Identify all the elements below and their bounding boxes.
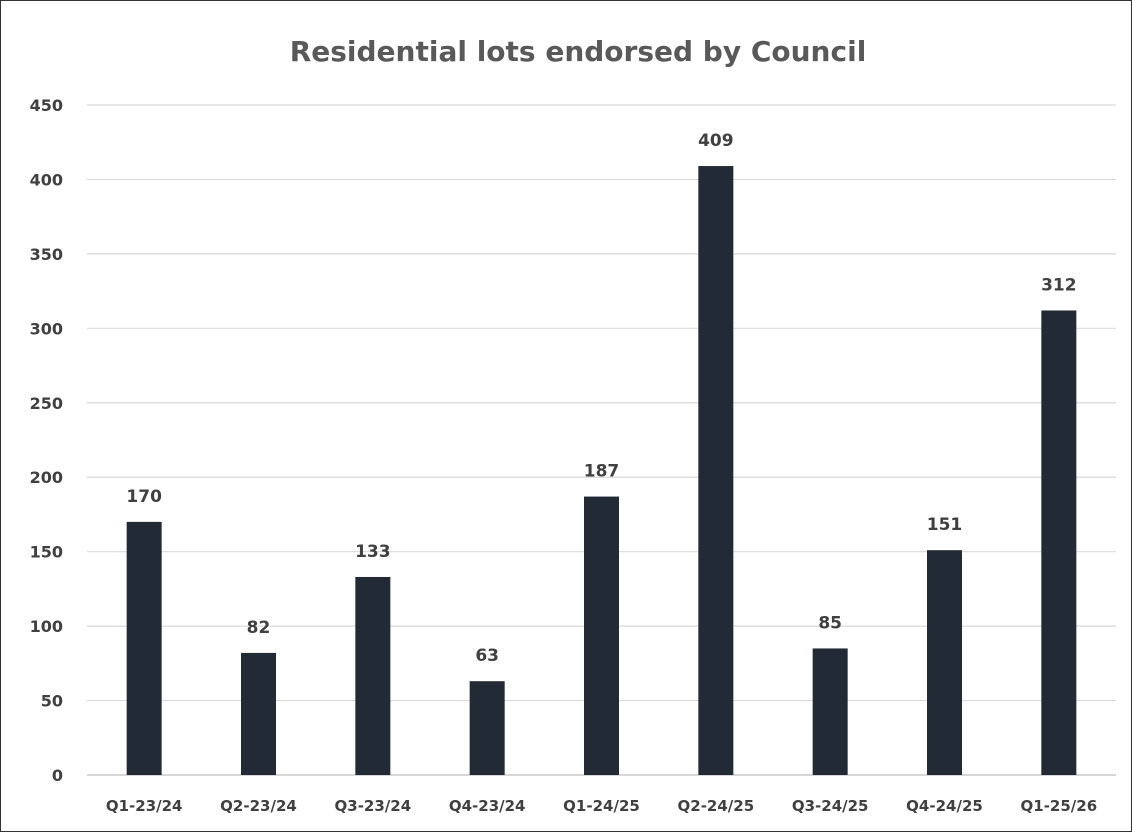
y-tick-label: 400 — [30, 170, 63, 189]
data-label: 85 — [818, 613, 842, 633]
chart-title: Residential lots endorsed by Council — [290, 35, 867, 68]
data-label: 409 — [698, 131, 734, 151]
data-label: 133 — [355, 542, 391, 562]
y-tick-label: 250 — [30, 394, 63, 413]
data-labels: 170 82 133 63 187 409 85 151 312 — [126, 131, 1076, 666]
x-tick-label: Q2-23/24 — [220, 797, 297, 815]
y-tick-label: 450 — [30, 96, 63, 115]
y-tick-label: 100 — [30, 617, 63, 636]
y-tick-label: 150 — [30, 543, 63, 562]
bar — [927, 550, 962, 775]
x-tick-label: Q3-23/24 — [335, 797, 412, 815]
x-tick-label: Q3-24/25 — [792, 797, 869, 815]
x-tick-label: Q4-24/25 — [906, 797, 983, 815]
y-tick-label: 350 — [30, 245, 63, 264]
data-label: 151 — [927, 515, 963, 535]
y-tick-label: 0 — [52, 766, 63, 785]
x-tick-label: Q4-23/24 — [449, 797, 526, 815]
y-tick-label: 200 — [30, 468, 63, 487]
data-label: 312 — [1041, 275, 1077, 295]
y-tick-label: 300 — [30, 319, 63, 338]
bar — [698, 166, 734, 776]
data-label: 170 — [126, 487, 162, 507]
bar — [584, 496, 619, 775]
x-tick-label: Q1-23/24 — [106, 797, 183, 815]
y-tick-label: 50 — [41, 692, 63, 711]
y-axis-tick-labels: 0 50 100 150 200 250 300 350 400 450 — [30, 96, 63, 785]
bar — [1041, 310, 1077, 775]
x-tick-label: Q2-24/25 — [678, 797, 755, 815]
bar — [241, 652, 276, 775]
x-axis-tick-labels: Q1-23/24 Q2-23/24 Q3-23/24 Q4-23/24 Q1-24/25… — [106, 797, 1097, 815]
bar — [126, 521, 162, 775]
data-label: 187 — [584, 462, 620, 482]
x-tick-label: Q1-25/26 — [1021, 797, 1098, 815]
x-tick-label: Q1-24/25 — [563, 797, 640, 815]
data-label: 63 — [475, 646, 499, 666]
data-label: 82 — [247, 618, 271, 638]
bars — [126, 166, 1077, 776]
bar — [812, 648, 848, 775]
bar — [355, 576, 391, 775]
bar — [469, 681, 505, 775]
